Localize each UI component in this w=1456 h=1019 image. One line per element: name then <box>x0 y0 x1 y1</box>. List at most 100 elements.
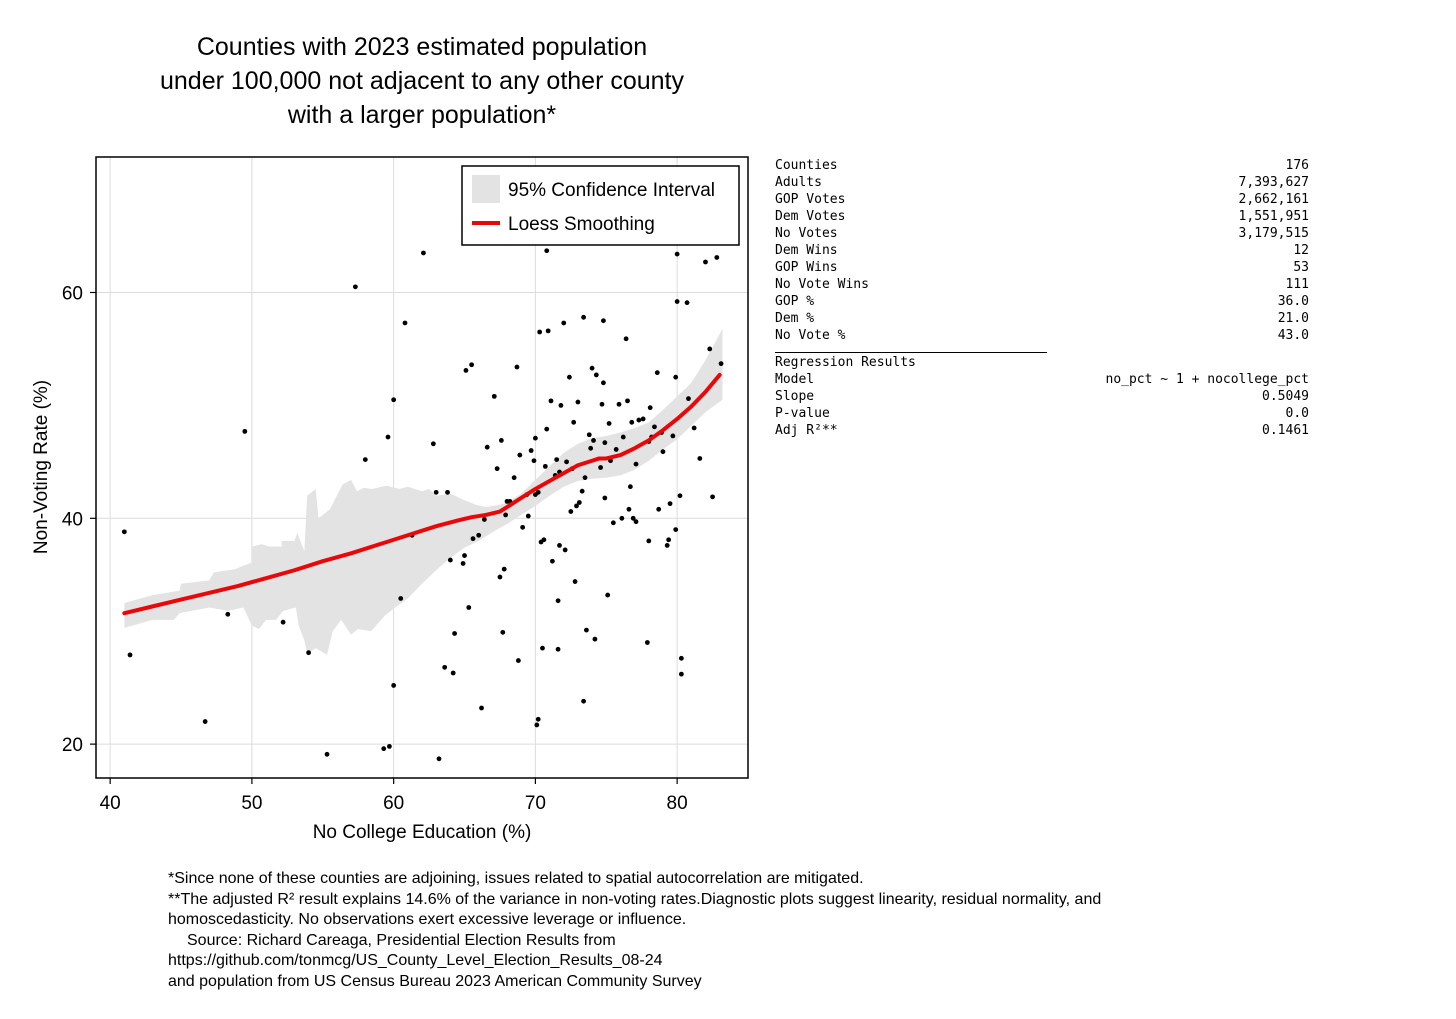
data-point <box>481 517 487 522</box>
x-tick-label: 60 <box>383 793 404 814</box>
data-point <box>532 435 538 441</box>
stat-label: No Votes <box>775 226 838 241</box>
stat-value: 176 <box>1285 158 1309 173</box>
data-point <box>629 419 635 425</box>
stat-label: Dem Wins <box>775 243 838 258</box>
data-point <box>644 640 650 645</box>
data-point <box>225 611 231 617</box>
data-point <box>574 503 579 509</box>
data-point <box>503 512 509 518</box>
data-point <box>452 631 457 636</box>
stat-value: 43.0 <box>1277 328 1309 343</box>
data-point <box>525 513 531 519</box>
stat-label: GOP % <box>775 294 815 309</box>
title-line: under 100,000 not adjacent to any other … <box>160 67 684 95</box>
data-point <box>588 445 594 451</box>
data-point <box>520 524 526 530</box>
summary-stats-panel: Counties 176 Adults 7,393,627 GOP Votes 2,662… <box>775 157 1309 439</box>
data-point <box>460 561 466 566</box>
ci-band <box>124 328 723 655</box>
data-point <box>674 251 680 257</box>
data-point <box>703 259 708 265</box>
data-point <box>445 489 450 495</box>
data-point <box>575 399 581 405</box>
data-point <box>610 520 616 526</box>
data-point <box>581 314 586 320</box>
data-point <box>562 547 568 553</box>
data-point <box>548 398 554 404</box>
stat-value: no_pct ~ 1 + nocollege_pct <box>1105 372 1310 387</box>
data-point <box>391 397 397 403</box>
regression-heading: Regression Results <box>775 355 916 370</box>
stat-row: Counties 176 <box>775 157 1309 174</box>
data-point <box>633 461 639 467</box>
footnote-source-census: and population from US Census Bureau 202… <box>168 972 702 990</box>
scatter-plot: 40 50 60 70 80 20 40 60 No College Education (… <box>31 156 749 843</box>
stat-value: 111 <box>1285 277 1309 292</box>
data-point <box>545 328 551 334</box>
stat-row: No Votes 3,179,515 <box>775 225 1309 242</box>
stat-value: 0.0 <box>1285 406 1309 421</box>
data-point <box>463 367 469 373</box>
data-point <box>710 494 715 500</box>
stat-row: GOP Wins 53 <box>775 259 1309 276</box>
data-point <box>636 417 642 423</box>
data-point <box>127 652 133 658</box>
stat-label: GOP Wins <box>775 260 838 275</box>
data-point <box>652 424 657 430</box>
data-point <box>494 466 500 472</box>
stat-value: 3,179,515 <box>1238 226 1309 241</box>
data-point <box>430 441 436 447</box>
data-point <box>381 746 387 752</box>
stat-value: 1,551,951 <box>1238 209 1309 224</box>
data-point <box>626 506 632 512</box>
data-point <box>242 428 248 434</box>
stat-row: Dem % 21.0 <box>775 310 1309 327</box>
data-point <box>517 452 523 458</box>
data-point <box>606 421 612 426</box>
data-point <box>280 619 286 625</box>
footnote-source-url: https://github.com/tonmcg/US_County_Leve… <box>168 952 663 969</box>
plot-frame <box>95 156 749 779</box>
data-point <box>656 506 662 512</box>
stat-row: P-value 0.0 <box>775 405 1309 422</box>
data-point <box>534 722 540 728</box>
footnote-spatial: *Since none of these counties are adjoin… <box>168 870 864 887</box>
footnote-source: Source: Richard Careaga, Presidential El… <box>187 931 616 949</box>
title-line: with a larger population* <box>287 101 557 129</box>
data-point <box>605 592 611 598</box>
legend-loess-label: Loess Smoothing <box>508 214 655 235</box>
data-point <box>557 543 562 548</box>
data-point <box>593 372 599 378</box>
data-point <box>555 646 561 652</box>
stat-label: Dem Votes <box>775 209 846 224</box>
stat-row: No Vote Wins 111 <box>775 276 1309 293</box>
data-point <box>589 365 595 371</box>
data-point <box>466 605 472 610</box>
data-point <box>579 488 585 494</box>
stat-value: 12 <box>1293 243 1309 258</box>
data-point <box>582 475 588 481</box>
stat-value: 0.5049 <box>1262 389 1309 404</box>
y-tick-label: 40 <box>62 509 83 530</box>
data-point <box>398 596 404 601</box>
data-point <box>541 537 547 543</box>
stat-value: 36.0 <box>1277 294 1309 309</box>
data-point <box>500 629 506 635</box>
stat-label: P-value <box>775 406 830 421</box>
data-point <box>598 465 603 470</box>
data-point <box>476 532 482 538</box>
data-point <box>469 362 475 368</box>
data-point <box>613 447 619 452</box>
data-point <box>660 449 666 455</box>
data-point <box>436 756 442 762</box>
data-point <box>664 543 670 548</box>
data-point <box>447 557 453 563</box>
data-point <box>623 336 629 342</box>
data-point <box>697 456 703 461</box>
data-point <box>667 501 673 507</box>
data-point <box>616 401 622 407</box>
data-point <box>491 393 497 399</box>
data-point <box>684 300 690 306</box>
data-point <box>564 459 569 465</box>
